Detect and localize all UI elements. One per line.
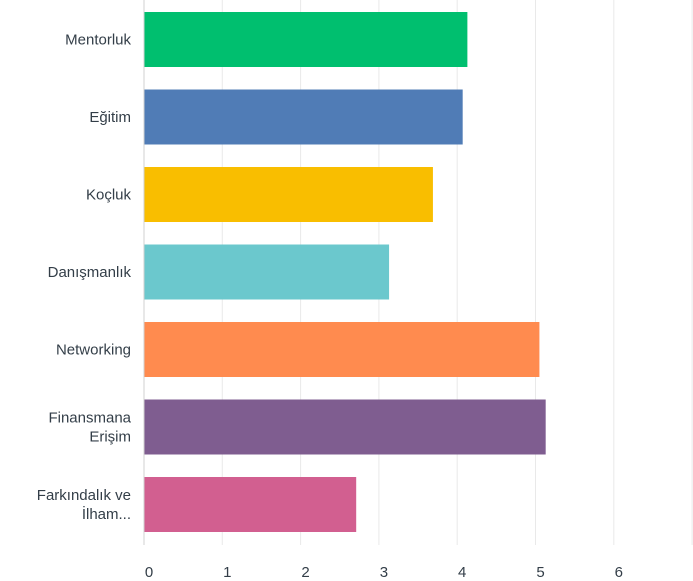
category-label: Koçluk [86,187,132,204]
category-labels: Mentorluk Eğitim Koçluk Danışmanlık Networki… [37,32,132,524]
category-label: Networking [56,342,131,359]
category-label-line: Finansmana [48,410,131,427]
category-label-line: Erişim [89,429,131,446]
bar[interactable] [144,477,357,532]
category-label-line: Farkındalık ve [37,487,131,504]
category-label-line: Networking [56,342,131,359]
x-tick-label: 6 [615,564,623,581]
x-tick-label: 2 [301,564,309,581]
bar[interactable] [144,167,433,222]
category-label: Farkındalık ve İlham... [37,487,131,523]
category-label: Eğitim [89,109,131,126]
x-tick-label: 1 [223,564,231,581]
category-label: Finansmana Erişim [48,410,131,446]
x-tick-label: 3 [380,564,388,581]
category-label-line: Koçluk [86,187,132,204]
category-label: Mentorluk [65,32,131,49]
x-tick-label: 5 [536,564,544,581]
category-label-line: Mentorluk [65,32,131,49]
bar[interactable] [144,322,540,377]
category-label: Danışmanlık [48,264,132,281]
x-axis-ticks: 01234567 [145,564,693,581]
bar[interactable] [144,244,390,300]
category-label-line: Danışmanlık [48,264,132,281]
bar[interactable] [144,89,463,145]
category-label-line: Eğitim [89,109,131,126]
bars [144,12,546,532]
category-label-line: İlham... [82,505,131,523]
bar[interactable] [144,12,468,67]
bar[interactable] [144,399,546,455]
x-tick-label: 0 [145,564,153,581]
x-tick-label: 4 [458,564,466,581]
